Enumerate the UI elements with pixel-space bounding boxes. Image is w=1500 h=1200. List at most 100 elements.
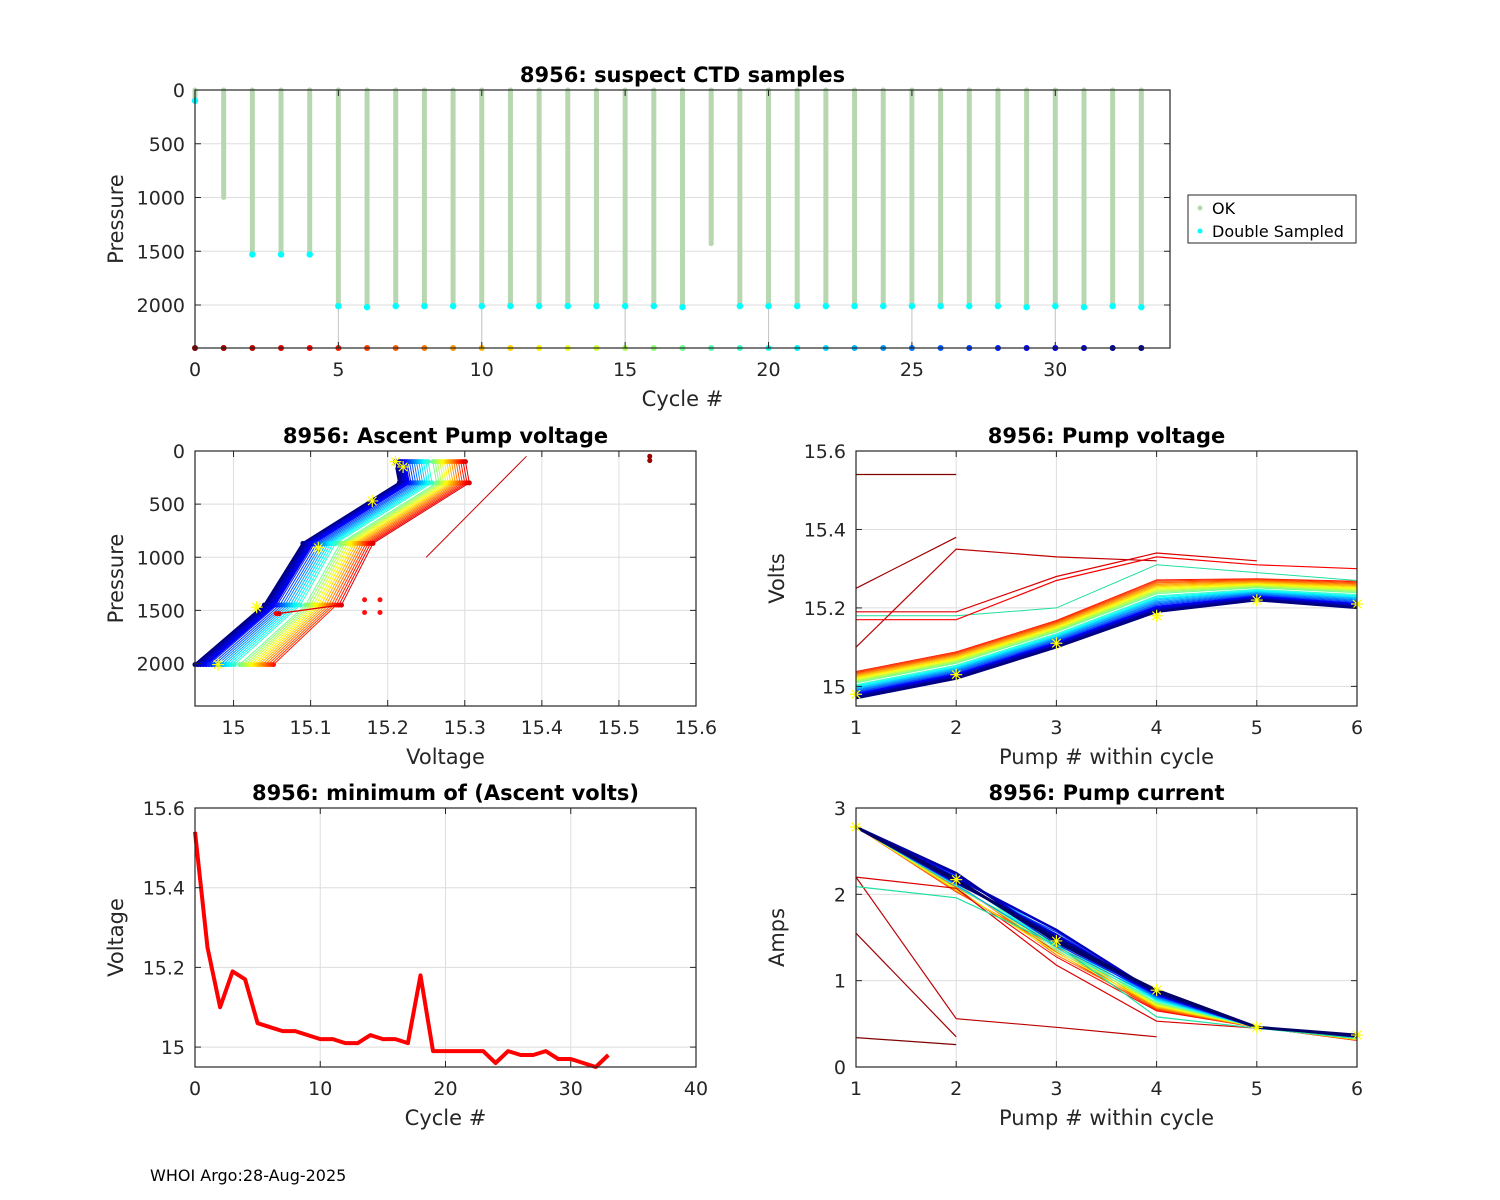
profile-point bbox=[377, 597, 383, 603]
profile-point bbox=[231, 662, 237, 668]
latest-cycle-line bbox=[855, 825, 1358, 1037]
pump-voltage-axes: 1 2 3 4 5 6 15 15.2 15.4 15.6 8956: Pump voltage Pu… bbox=[765, 424, 1363, 769]
cycle-line bbox=[855, 585, 1358, 682]
y-tick-label: 15.2 bbox=[804, 598, 846, 620]
double-sampled-point bbox=[306, 251, 313, 258]
y-tick-label: 3 bbox=[834, 798, 846, 820]
cycle-line bbox=[855, 594, 1358, 693]
x-tick-label: 30 bbox=[559, 1078, 583, 1100]
x-tick-label: 4 bbox=[1151, 717, 1163, 739]
cycle-line bbox=[855, 581, 1358, 676]
cycle-line bbox=[856, 564, 1358, 617]
x-tick-label: 6 bbox=[1351, 1078, 1363, 1100]
cycle-line bbox=[855, 591, 1358, 690]
double-sampled-point bbox=[478, 302, 485, 310]
y-axis-label: Voltage bbox=[104, 898, 128, 977]
x-axis-label: Pump # within cycle bbox=[999, 1106, 1214, 1130]
x-tick-label: 5 bbox=[1251, 717, 1263, 739]
cycle-line bbox=[855, 584, 1358, 680]
profile-point bbox=[377, 610, 383, 615]
profile-point bbox=[647, 453, 653, 459]
plot-area bbox=[856, 808, 1357, 1067]
x-axis-label: Pump # within cycle bbox=[999, 745, 1214, 769]
x-tick-label: 10 bbox=[308, 1078, 332, 1100]
x-tick-label: 40 bbox=[684, 1078, 708, 1100]
y-tick-label: 15.4 bbox=[804, 519, 846, 541]
cycle-line bbox=[855, 593, 1358, 691]
double-sampled-point bbox=[908, 302, 916, 310]
early-cycle-line bbox=[855, 536, 957, 589]
profile-point bbox=[338, 602, 344, 608]
double-sampled-point bbox=[621, 302, 629, 310]
y-tick-label: 15.6 bbox=[143, 798, 185, 820]
x-tick-label: 2 bbox=[950, 1078, 962, 1100]
early-cycle-line bbox=[855, 548, 1157, 648]
double-sampled-point bbox=[363, 303, 371, 311]
latest-cycle-star bbox=[1050, 637, 1063, 650]
double-sampled-point bbox=[1080, 303, 1088, 311]
latest-cycle-star bbox=[250, 601, 263, 614]
y-tick-label: 1 bbox=[834, 971, 846, 993]
y-tick-label: 0 bbox=[173, 80, 185, 102]
y-tick-label: 500 bbox=[149, 134, 185, 156]
chart-title: 8956: Pump current bbox=[988, 781, 1224, 805]
early-cycle-line bbox=[856, 552, 1257, 613]
cycle-line bbox=[855, 589, 1358, 687]
x-tick-label: 3 bbox=[1050, 717, 1062, 739]
latest-cycle-star bbox=[950, 873, 963, 886]
double-sampled-point bbox=[335, 302, 342, 310]
x-tick-label: 0 bbox=[189, 1078, 201, 1100]
cycle-line bbox=[855, 578, 1358, 673]
double-sampled-point bbox=[794, 302, 801, 310]
double-sampled-point bbox=[249, 251, 256, 258]
double-sampled-point bbox=[736, 302, 744, 310]
x-tick-label: 30 bbox=[1043, 359, 1067, 381]
chart-title: 8956: minimum of (Ascent volts) bbox=[252, 781, 639, 805]
latest-cycle-star bbox=[1250, 594, 1263, 607]
x-tick-label: 10 bbox=[470, 359, 494, 381]
early-cycle-line bbox=[855, 932, 957, 1038]
profile-point bbox=[270, 662, 276, 668]
double-sampled-point bbox=[679, 303, 686, 311]
y-tick-label: 2000 bbox=[137, 295, 185, 317]
cycle-line bbox=[855, 594, 1358, 692]
double-sampled-point bbox=[1138, 303, 1145, 311]
cycle-line bbox=[855, 582, 1358, 678]
legend-label: Double Sampled bbox=[1212, 222, 1344, 241]
cycle-line bbox=[855, 580, 1358, 675]
chart-title: 8956: suspect CTD samples bbox=[520, 63, 845, 87]
cycle-line bbox=[855, 592, 1358, 691]
x-axis-label: Cycle # bbox=[642, 387, 724, 411]
double-sampled-point bbox=[421, 302, 428, 310]
cycle-line bbox=[855, 583, 1358, 679]
y-tick-label: 1500 bbox=[137, 241, 185, 263]
y-tick-label: 1000 bbox=[137, 188, 185, 210]
latest-cycle-star bbox=[397, 460, 410, 473]
latest-cycle-star bbox=[312, 541, 325, 554]
double-sampled-point bbox=[650, 302, 658, 310]
x-tick-label: 15.5 bbox=[598, 717, 640, 739]
x-tick-label: 5 bbox=[332, 359, 344, 381]
y-axis-label: Amps bbox=[765, 908, 789, 967]
cycle-line bbox=[855, 586, 1358, 683]
cycle-line bbox=[855, 579, 1358, 674]
double-sampled-point bbox=[966, 302, 973, 310]
cycle-line bbox=[855, 585, 1358, 681]
latest-cycle-star bbox=[1250, 1021, 1263, 1034]
profile-point bbox=[362, 597, 368, 603]
suspect-ctd-axes: 0 5 10 15 20 25 30 0 500 1000 1500 2000 8956: suspec… bbox=[104, 63, 1171, 411]
double-sampled-point bbox=[937, 302, 944, 310]
x-axis-label: Cycle # bbox=[405, 1106, 487, 1130]
ascent-pump-voltage-axes: 15 15.1 15.2 15.3 15.4 15.5 15.6 0 500 1000 1500 20… bbox=[104, 424, 717, 769]
x-tick-label: 25 bbox=[900, 359, 924, 381]
cycle-line bbox=[855, 582, 1358, 677]
y-tick-label: 500 bbox=[149, 494, 185, 516]
early-cycle-line bbox=[856, 556, 1358, 621]
y-tick-label: 1000 bbox=[137, 547, 185, 569]
double-sampled-point bbox=[851, 302, 858, 310]
x-tick-label: 15.2 bbox=[367, 717, 409, 739]
x-tick-label: 20 bbox=[756, 359, 780, 381]
x-tick-label: 4 bbox=[1151, 1078, 1163, 1100]
